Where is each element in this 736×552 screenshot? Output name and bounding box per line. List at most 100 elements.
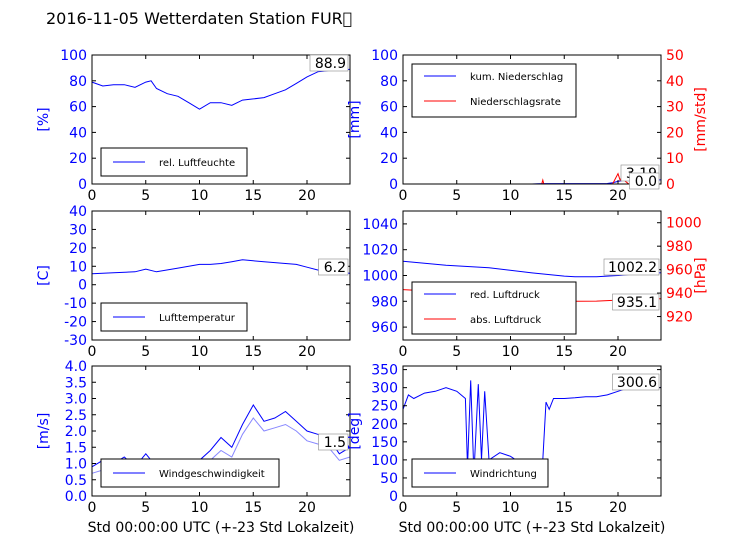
y-tick-label: 0	[78, 177, 87, 193]
y-tick-label: 3.0	[65, 392, 87, 408]
y-tick-label: 1.5	[65, 440, 87, 456]
y-tick-label-right: 50	[666, 48, 684, 64]
last-value-label: 300.6	[617, 375, 657, 391]
last-value-box	[612, 293, 660, 311]
plot-frame	[402, 365, 662, 497]
x-axis-label: Std 00:00:00 UTC (+-23 Std Lokalzeit)	[88, 520, 355, 536]
last-value-box	[318, 258, 349, 276]
y-tick-label: 50	[380, 471, 398, 487]
y-tick-label: 960	[371, 320, 398, 336]
last-value-box	[309, 54, 349, 72]
y-axis-label: [deg]	[347, 412, 363, 449]
page-title: 2016-11-05 Wetterdaten Station FUR 	[46, 9, 353, 28]
series-line-rel-luftfeuchte	[91, 68, 351, 110]
x-tick-label: 0	[399, 500, 408, 516]
y-axis-label-right: [mm/std]	[693, 87, 709, 152]
y-axis-label-right: [hPa]	[693, 257, 709, 293]
series-line-lufttemperatur	[91, 259, 351, 275]
x-tick-label: 5	[141, 500, 150, 516]
y-tick-label: 10	[69, 259, 87, 275]
y-tick-label: 0.0	[65, 489, 87, 505]
x-tick-label: 15	[244, 344, 262, 360]
legend-entry: Niederschlagsrate	[470, 97, 561, 108]
last-value-box	[612, 373, 660, 391]
x-tick-label: 0	[88, 188, 97, 204]
y-tick-label-right: 1000	[666, 216, 702, 232]
legend-entry: red. Luftdruck	[470, 290, 540, 301]
legend-entry: Windgeschwindigkeit	[159, 469, 265, 480]
x-tick-label: 10	[502, 188, 520, 204]
y-tick-label-right: 40	[666, 74, 684, 90]
y-tick-label-right: 980	[666, 239, 693, 255]
y-tick-label: 1020	[362, 243, 398, 259]
legend-box	[411, 458, 549, 488]
x-tick-label: 5	[452, 344, 461, 360]
last-value-label: 6.2	[324, 260, 346, 276]
x-tick-label: 20	[609, 344, 627, 360]
series-line-niederschlagsrate	[403, 172, 661, 185]
x-tick-label: 15	[244, 500, 262, 516]
y-tick-label: 250	[371, 399, 398, 415]
y-axis-label: [C]	[36, 265, 52, 286]
x-tick-label: 15	[555, 188, 573, 204]
x-tick-label: 10	[191, 188, 209, 204]
x-tick-label: 0	[399, 344, 408, 360]
x-tick-label: 5	[452, 188, 461, 204]
legend-entry: abs. Luftdruck	[470, 315, 541, 326]
x-tick-label: 20	[609, 500, 627, 516]
y-tick-label-right: 940	[666, 286, 693, 302]
x-tick-label: 0	[399, 188, 408, 204]
y-tick-label: 100	[371, 48, 398, 64]
x-tick-label: 15	[244, 188, 262, 204]
y-tick-label: 20	[69, 241, 87, 257]
x-tick-label: 20	[298, 188, 316, 204]
x-tick-label: 10	[502, 500, 520, 516]
y-tick-label: 0	[389, 489, 398, 505]
x-tick-label: 0	[88, 344, 97, 360]
y-axis-label: [mm]	[347, 100, 363, 138]
y-axis-label: [%]	[36, 107, 52, 131]
y-tick-label-right: 960	[666, 263, 693, 279]
x-tick-label: 5	[141, 188, 150, 204]
last-value-label: 1002.2	[608, 260, 657, 276]
legend-entry: kum. Niederschlag	[470, 72, 563, 83]
last-value-box	[629, 172, 660, 190]
last-value-box	[603, 258, 660, 276]
x-axis-label: Std 00:00:00 UTC (+-23 Std Lokalzeit)	[399, 520, 666, 536]
legend-box	[411, 63, 577, 118]
x-tick-label: 10	[191, 500, 209, 516]
y-tick-label: 1.0	[65, 457, 87, 473]
y-tick-label: -20	[64, 315, 87, 331]
y-tick-label: 350	[371, 363, 398, 379]
last-value-label: 935.1	[617, 295, 657, 311]
plot-frame	[91, 54, 351, 185]
legend-entry: Lufttemperatur	[159, 313, 236, 324]
y-tick-label: 20	[380, 151, 398, 167]
last-value-box	[318, 433, 349, 451]
y-tick-label: 20	[69, 151, 87, 167]
x-tick-label: 10	[502, 344, 520, 360]
y-tick-label: 4.0	[65, 359, 87, 375]
x-tick-label: 20	[298, 500, 316, 516]
y-tick-label: 60	[380, 100, 398, 116]
y-tick-label: 300	[371, 381, 398, 397]
y-tick-label: 0	[389, 177, 398, 193]
legend-box	[411, 281, 577, 335]
y-axis-label: [m/s]	[36, 413, 52, 450]
x-tick-label: 5	[141, 344, 150, 360]
y-tick-label: 80	[69, 74, 87, 90]
y-tick-label: 2.0	[65, 424, 87, 440]
x-tick-label: 5	[452, 500, 461, 516]
y-tick-label: 2.5	[65, 408, 87, 424]
y-tick-label: 200	[371, 417, 398, 433]
y-tick-label-right: 0	[666, 177, 675, 193]
y-tick-label: 60	[69, 100, 87, 116]
y-tick-label: -10	[64, 296, 87, 312]
y-tick-label: 40	[69, 204, 87, 220]
legend-entry: Windrichtung	[470, 469, 537, 480]
legend-entry: rel. Luftfeuchte	[159, 158, 235, 169]
y-tick-label: 0	[78, 278, 87, 294]
x-tick-label: 10	[191, 344, 209, 360]
y-tick-label: 1000	[362, 269, 398, 285]
